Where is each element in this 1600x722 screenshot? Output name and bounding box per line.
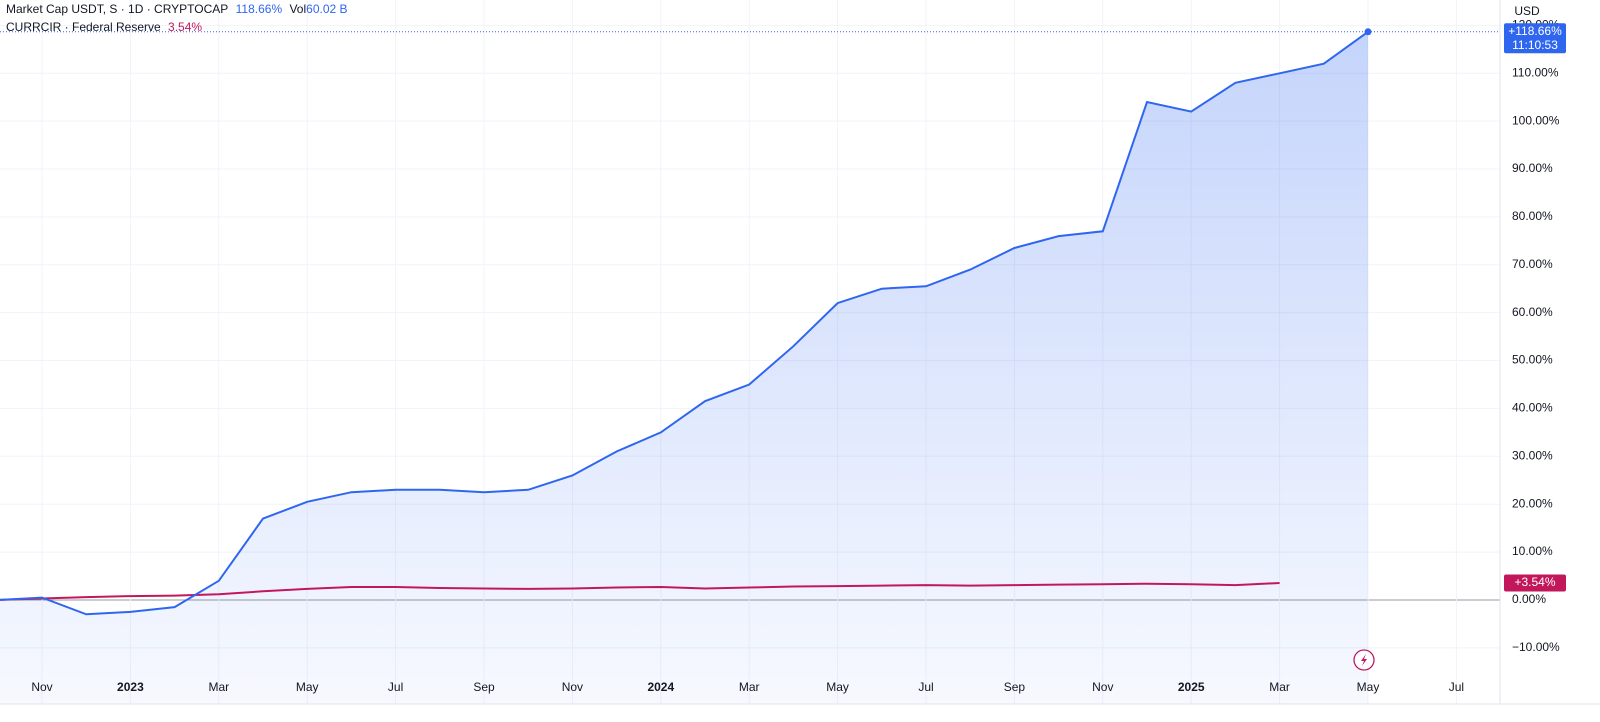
y-tick-label: 30.00% [1512,448,1553,462]
time-label: 11:10:53 [1512,38,1558,52]
legend-title: CURRCIR · Federal Reserve [6,20,161,34]
x-tick-label: Nov [562,680,583,694]
x-tick-label: Sep [1004,680,1026,694]
legend-vol-label: Vol [289,2,307,16]
x-tick-label: 2023 [117,680,144,694]
y-tick-label: 100.00% [1512,113,1560,127]
y-tick-label: 90.00% [1512,161,1553,175]
y-tick-label: 10.00% [1512,544,1553,558]
last-point [1364,28,1372,36]
x-tick-label: 2025 [1178,680,1205,694]
x-tick-label: May [296,680,319,694]
series-line [0,30,1369,616]
x-tick-label: Mar [739,680,760,694]
last-value-badge [1504,23,1566,54]
legend-value: 118.66% [235,2,283,16]
x-tick-label: May [826,680,849,694]
x-tick-label: Mar [208,680,229,694]
legend-value: 3.54% [168,20,203,34]
y-tick-label: 60.00% [1512,305,1553,319]
series-line [0,582,1280,601]
x-tick-label: Nov [1092,680,1113,694]
currency-label: USD [1514,4,1540,18]
x-tick-label: Jul [388,680,403,694]
x-tick-label: Jul [1449,680,1464,694]
legend-title: Market Cap USDT, S · 1D · CRYPTOCAP [6,2,229,16]
last-value-label: +3.54% [1514,575,1555,589]
y-tick-label: 50.00% [1512,353,1553,367]
x-tick-label: Jul [918,680,933,694]
last-value-label: +118.66% [1508,24,1562,38]
legend-row: Market Cap USDT, S · 1D · CRYPTOCAP 118.… [6,2,352,16]
x-tick-label: Mar [1269,680,1290,694]
x-tick-label: 2024 [647,680,674,694]
x-tick-label: Nov [31,680,52,694]
area [0,31,1368,704]
x-tick-label: May [1357,680,1380,694]
y-tick-label: 80.00% [1512,209,1553,223]
legend-row: CURRCIR · Federal Reserve 3.54% [6,20,206,34]
y-tick-label: 0.00% [1512,592,1546,606]
lightning-icon[interactable] [1353,649,1375,671]
y-tick-label: 20.00% [1512,496,1553,510]
y-tick-label: 110.00% [1512,65,1559,79]
last-value-badge [1504,574,1566,592]
y-tick-label: −10.00% [1512,640,1560,654]
y-tick-label: 40.00% [1512,401,1553,415]
y-tick-label: 70.00% [1512,257,1553,271]
legend-vol-value: 60.02 B [306,2,348,16]
x-tick-label: Sep [473,680,495,694]
